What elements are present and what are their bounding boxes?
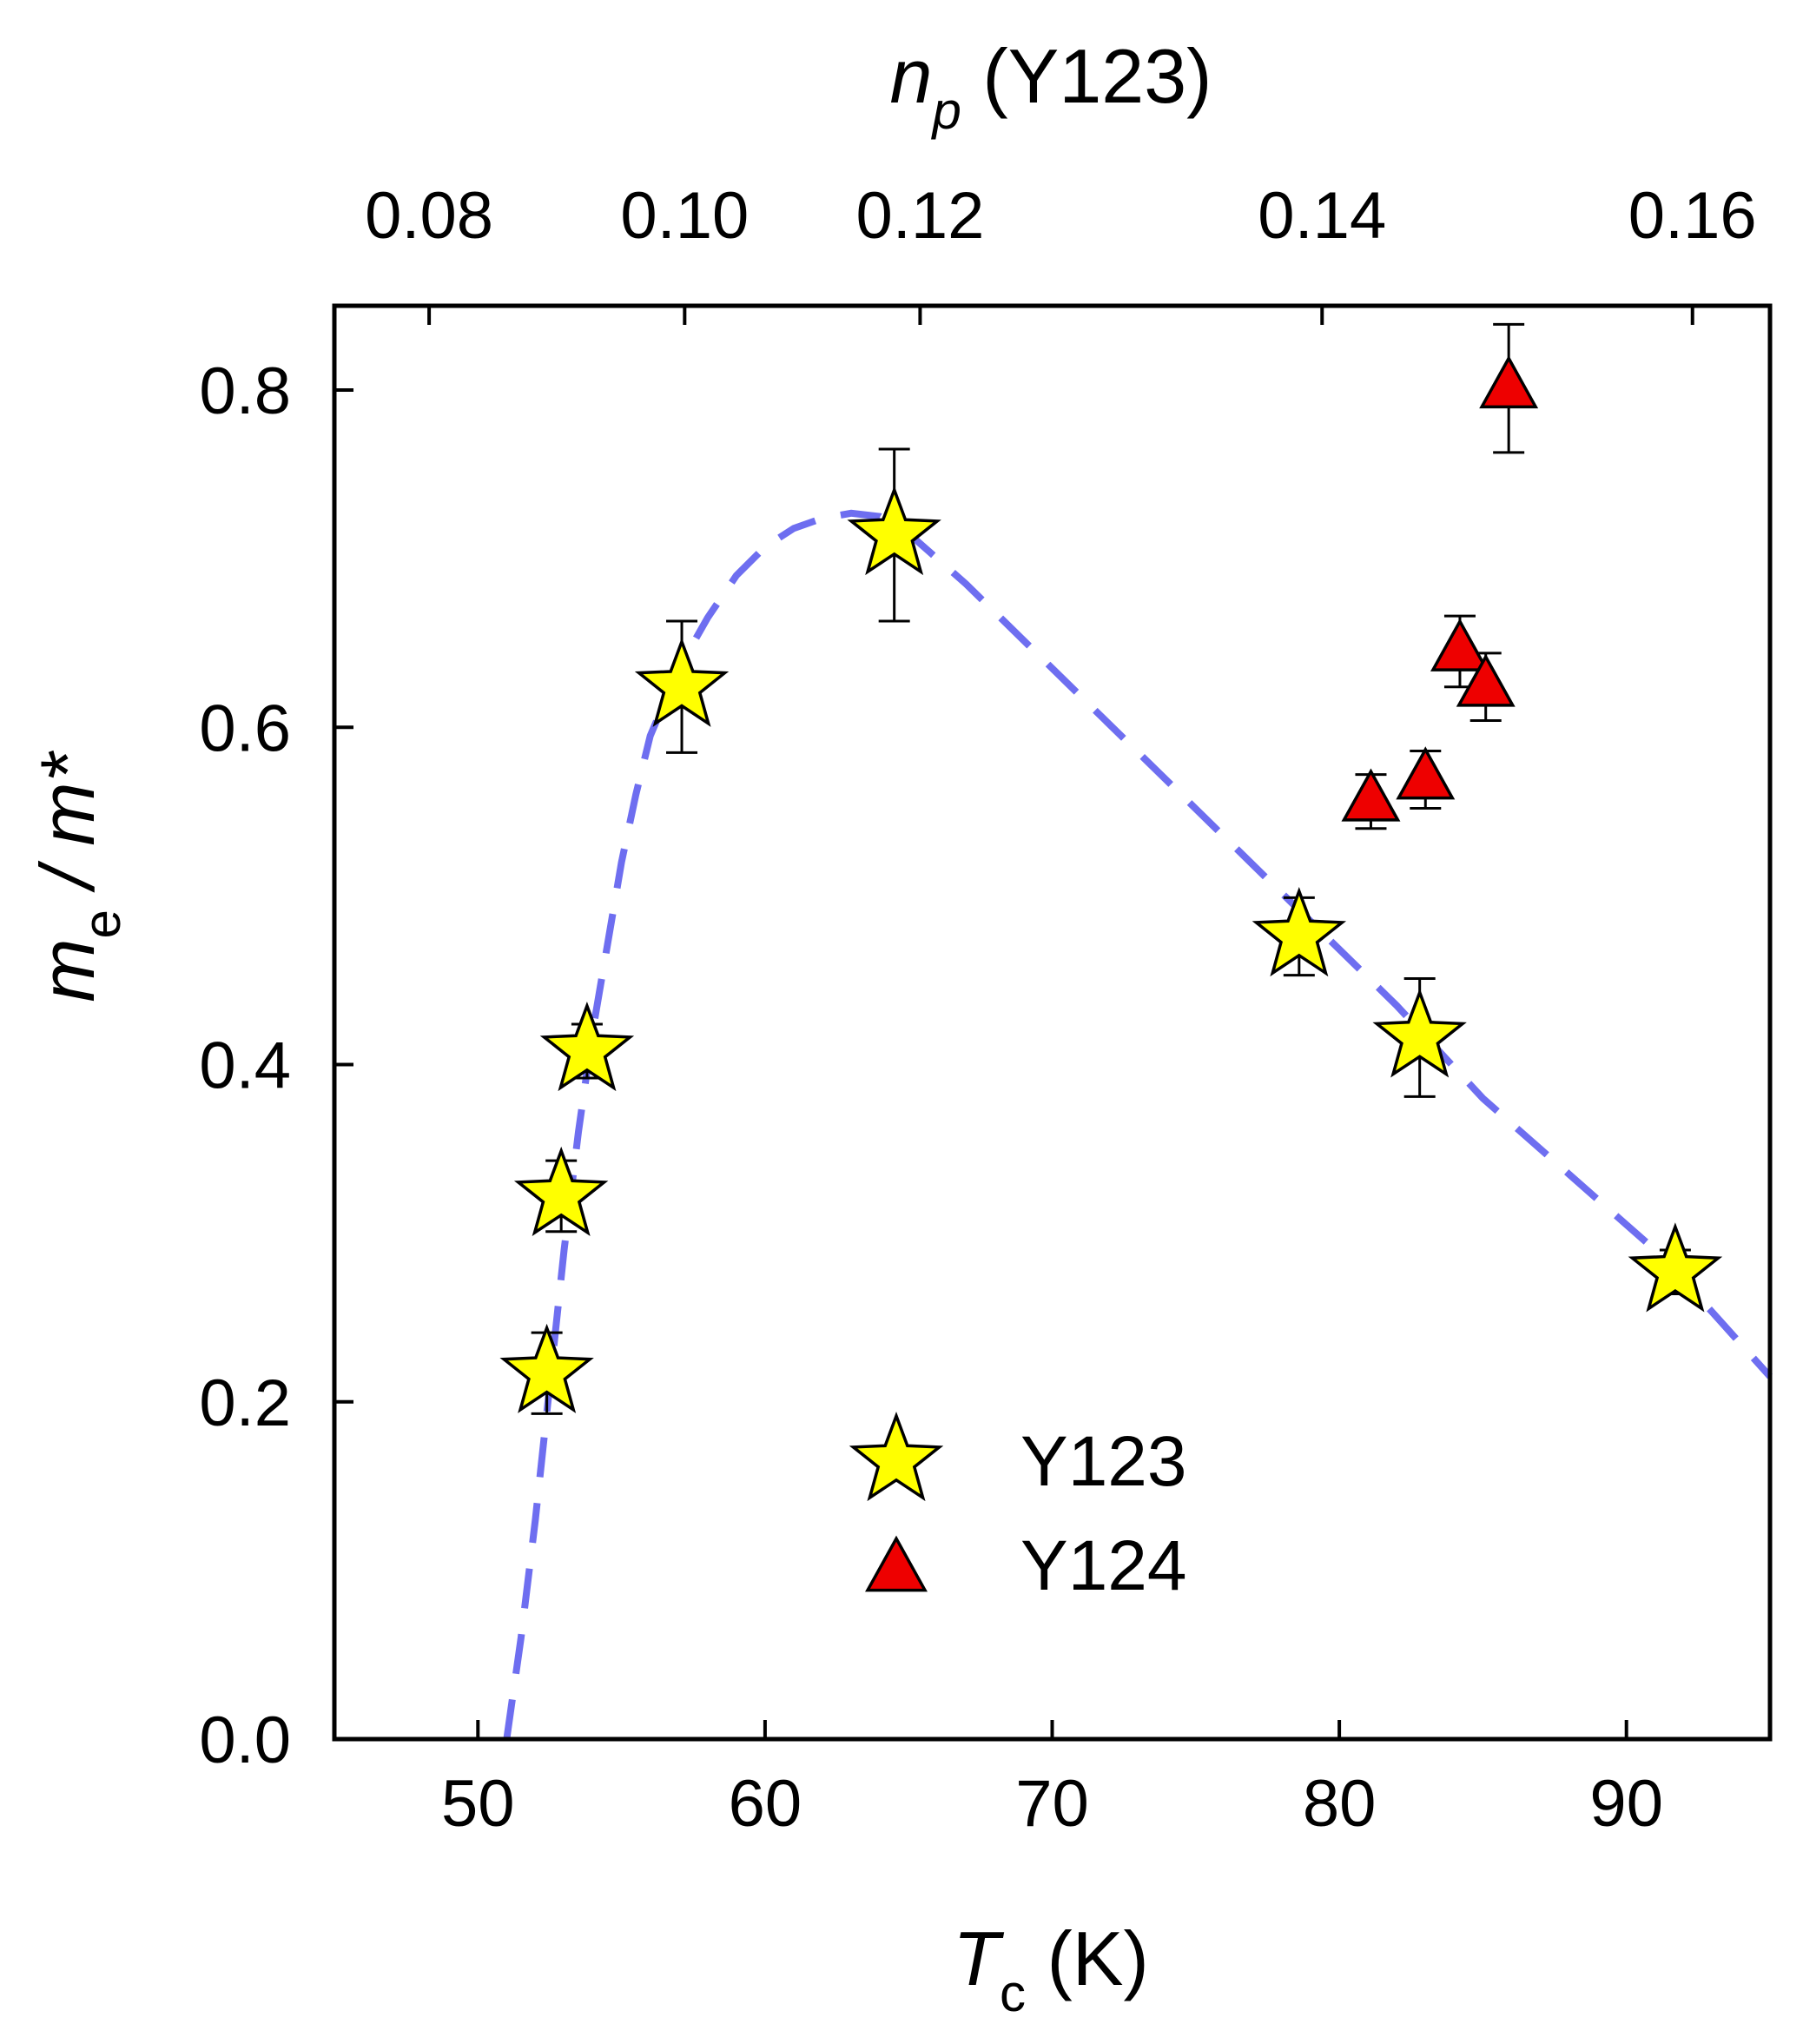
top-tick-label: 0.12 xyxy=(855,179,984,253)
data-point-y123 xyxy=(847,486,941,576)
top-tick-label: 0.10 xyxy=(620,179,749,253)
data-point-y124 xyxy=(1479,354,1539,409)
y-tick-label: 0.4 xyxy=(199,1029,291,1103)
y-axis-title: me / m* xyxy=(24,750,131,1002)
y-tick-label: 0.6 xyxy=(199,691,291,765)
data-point-y124 xyxy=(1396,746,1456,800)
data-point-y123 xyxy=(1628,1222,1723,1313)
x-tick-label: 90 xyxy=(1589,1767,1663,1841)
x-axis-title: Tc (K) xyxy=(953,1915,1149,2022)
legend-marker-y124 xyxy=(865,1535,928,1592)
data-point-y123 xyxy=(1252,887,1347,977)
data-point-y123 xyxy=(1372,988,1467,1078)
top-tick-label: 0.14 xyxy=(1258,179,1386,253)
y-tick-label: 0.2 xyxy=(199,1366,291,1440)
tick-layer: 50 60 70 80 90 0.0 0.2 0.4 0.6 0.8 0.08 0.10 0.12 0.1… xyxy=(199,179,1756,1841)
y-tick-label: 0.0 xyxy=(199,1703,291,1777)
legend-label-y124: Y124 xyxy=(1020,1526,1187,1605)
data-point-y123 xyxy=(634,637,730,727)
data-point-y123 xyxy=(513,1146,609,1237)
legend-label-y123: Y123 xyxy=(1020,1422,1187,1501)
data-point-y123 xyxy=(539,1002,635,1092)
marker-layer xyxy=(499,354,1723,1413)
fit-curve-layer xyxy=(503,509,1773,1740)
top-axis-title: np (Y123) xyxy=(890,33,1212,140)
y-tick-label: 0.8 xyxy=(199,354,291,428)
data-point-y124 xyxy=(1430,618,1489,671)
legend-marker-y123 xyxy=(849,1411,944,1502)
data-point-y123 xyxy=(499,1323,594,1413)
x-tick-label: 60 xyxy=(729,1767,802,1841)
error-bar-layer xyxy=(531,322,1691,1415)
x-tick-label: 80 xyxy=(1303,1767,1377,1841)
x-tick-label: 70 xyxy=(1015,1767,1089,1841)
fit-curve xyxy=(503,509,1773,1740)
data-point-y124 xyxy=(1341,768,1401,822)
data-point-y124 xyxy=(1456,653,1516,707)
plot-frame xyxy=(332,303,1773,1742)
top-tick-label: 0.08 xyxy=(365,179,493,253)
top-tick-label: 0.16 xyxy=(1628,179,1757,253)
legend: Y123 Y124 xyxy=(849,1411,1187,1605)
x-tick-label: 50 xyxy=(441,1767,515,1841)
